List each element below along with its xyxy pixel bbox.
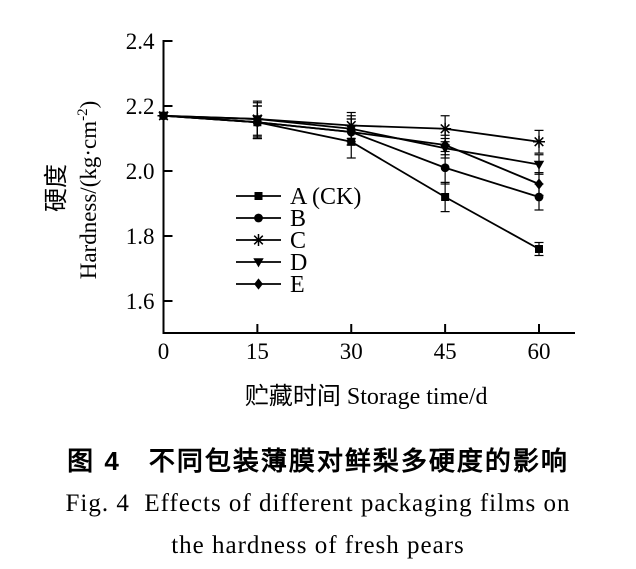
legend-item-C: C [236, 228, 306, 254]
tick-labels: 1.6 1.8 2.0 2.2 2.4 0 15 30 45 60 [126, 29, 551, 364]
legend-item-B: B [236, 206, 306, 232]
y-axis-title-zh: 硬度 [43, 164, 70, 212]
legend-label: D [290, 250, 307, 276]
x-tick-label: 15 [246, 339, 269, 364]
series-markers-E [159, 110, 544, 190]
y-tick-label: 2.2 [126, 94, 155, 119]
x-axis-title: 贮藏时间 Storage time/d [245, 383, 488, 410]
legend-item-E: E [236, 272, 305, 298]
caption-en-line2: the hardness of fresh pears [171, 532, 465, 559]
legend-label: B [290, 206, 306, 232]
legend-item-A-CK-: A (CK) [236, 184, 361, 210]
y-tick-label: 2.0 [126, 159, 155, 184]
x-tick-label: 60 [528, 339, 551, 364]
axes [162, 40, 575, 334]
x-tick-label: 45 [434, 339, 457, 364]
y-tick-label: 2.4 [126, 29, 155, 54]
figure-caption: 图 4 不同包装薄膜对鲜梨多硬度的影响 Fig. 4 Effects of di… [0, 441, 636, 560]
y-tick-label: 1.8 [126, 224, 155, 249]
x-tick-label: 0 [158, 339, 170, 364]
caption-en-line1: Fig. 4 Effects of different packaging fi… [65, 490, 571, 517]
legend-label: E [290, 272, 305, 298]
caption-zh: 图 4 不同包装薄膜对鲜梨多硬度的影响 [67, 446, 569, 476]
hardness-line-chart: 1.6 1.8 2.0 2.2 2.4 0 15 30 45 60 贮藏时间 Storage tim… [43, 29, 575, 410]
legend-label: A (CK) [290, 184, 361, 210]
x-tick-label: 30 [340, 339, 363, 364]
legend-label: C [290, 228, 306, 254]
legend-item-D: D [236, 250, 307, 276]
y-axis-title-en: Hardness/(kg·cm-2) [75, 101, 101, 280]
y-tick-label: 1.6 [126, 289, 155, 314]
